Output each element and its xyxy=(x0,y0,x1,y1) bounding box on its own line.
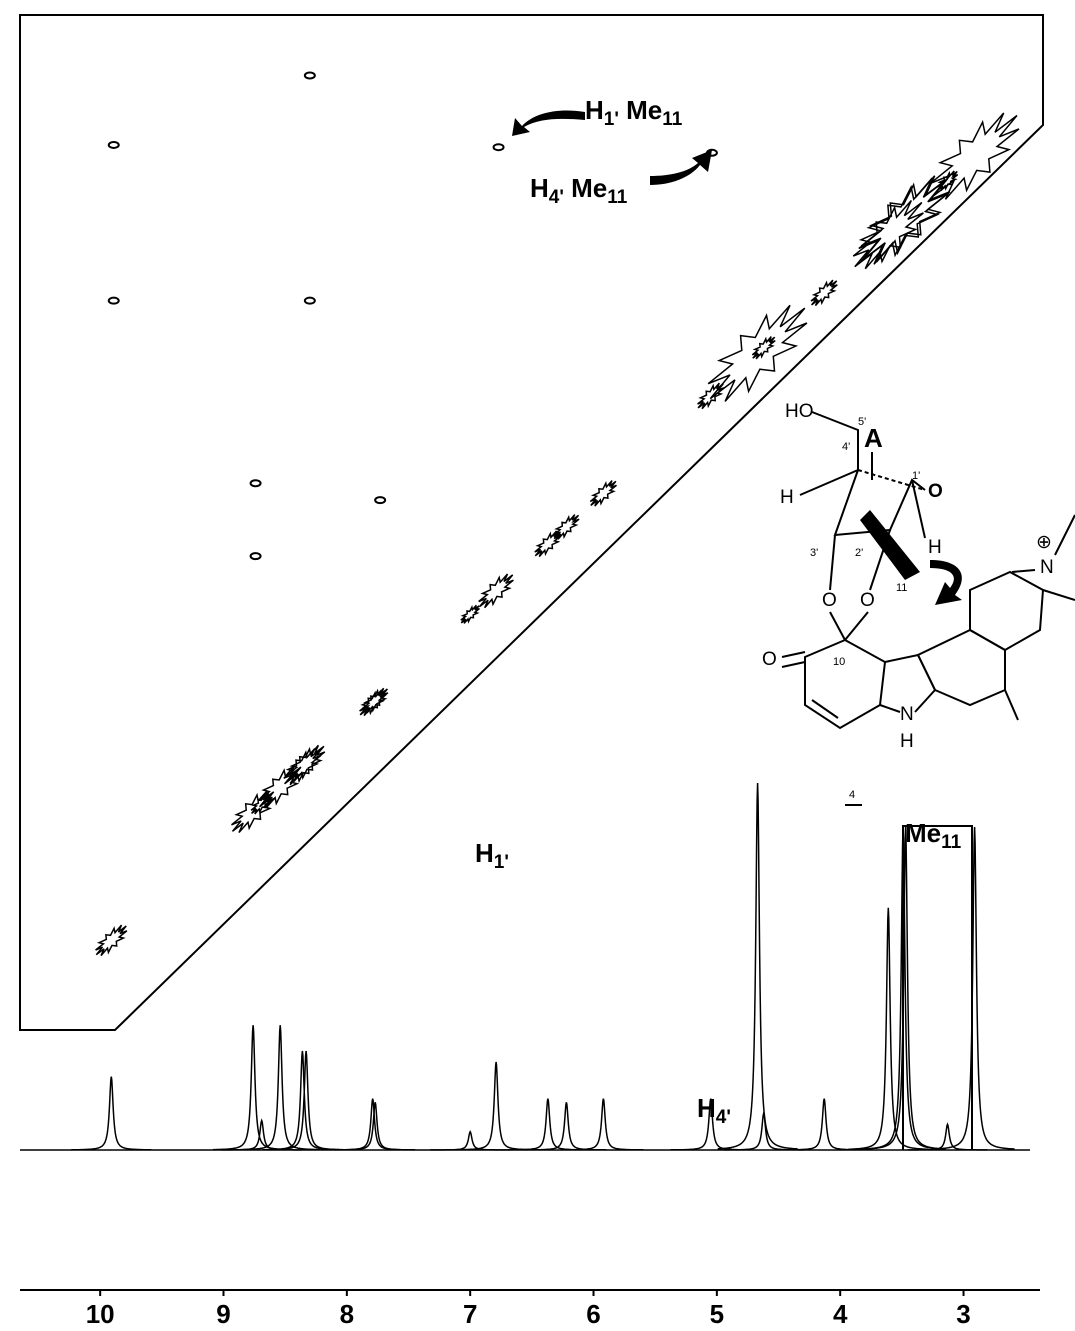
diagonal-contour xyxy=(930,113,1019,199)
figure: HO 5' 4' A O H 1' 3' 2' H ⊕ N 11 O O O 1… xyxy=(0,0,1075,1331)
subscript: 11 xyxy=(662,109,683,130)
cross-peak xyxy=(494,144,504,150)
bracket xyxy=(903,826,972,1150)
x-tick-label: 4 xyxy=(833,1299,848,1329)
x-tick-label: 9 xyxy=(216,1299,230,1329)
peak xyxy=(430,1132,510,1150)
subscript: 11 xyxy=(607,187,628,208)
subscript: 1' xyxy=(494,852,509,873)
peak xyxy=(222,1121,302,1150)
peak xyxy=(563,1099,643,1150)
annotation-text: Me xyxy=(905,818,941,848)
peak xyxy=(908,1124,988,1150)
atom: 2' xyxy=(855,547,863,559)
atom: H xyxy=(780,487,794,508)
atom: A xyxy=(864,423,883,453)
atom: HO xyxy=(785,401,814,422)
annotation-text: H xyxy=(585,95,604,125)
peak xyxy=(526,1102,606,1150)
diagonal-contour xyxy=(752,337,775,359)
structure-labels: HO 5' 4' A O H 1' 3' 2' H ⊕ N 11 O O O 1… xyxy=(762,401,1054,801)
atom: H xyxy=(900,731,914,752)
peak xyxy=(848,908,928,1150)
arrow xyxy=(512,111,585,136)
atom: 4' xyxy=(842,441,850,453)
noe-arrow xyxy=(860,510,920,580)
diagonal-contour xyxy=(461,605,480,623)
subscript: 4' xyxy=(549,187,564,208)
subscript: 4' xyxy=(716,1107,731,1128)
x-tick-label: 5 xyxy=(710,1299,724,1329)
atom: 11 xyxy=(896,582,907,594)
annotation-text: H xyxy=(530,173,549,203)
atom: 3' xyxy=(810,547,818,559)
cross-peak xyxy=(109,298,119,304)
atom: O xyxy=(928,481,943,502)
peak xyxy=(71,1077,151,1150)
peak xyxy=(784,1099,864,1150)
annotation-text: H xyxy=(697,1093,716,1123)
diagonal-contour xyxy=(859,178,948,264)
annotation: Me11 xyxy=(905,818,962,853)
atom: O xyxy=(822,590,837,611)
peak xyxy=(456,1062,536,1150)
arrow xyxy=(650,150,712,185)
annotation-text: Me xyxy=(619,95,662,125)
annotation-text: H xyxy=(475,838,494,868)
atom: O xyxy=(860,590,875,611)
atom: N xyxy=(1040,557,1054,578)
cross-peak xyxy=(305,298,315,304)
annotation: H1' xyxy=(475,838,509,873)
atom: 10 xyxy=(833,656,845,668)
cross-peak xyxy=(305,72,315,78)
diagonal-contour xyxy=(96,925,127,956)
diagonal-contour xyxy=(554,515,579,540)
peak xyxy=(718,783,798,1149)
peak xyxy=(935,827,1015,1149)
annotation: H1' Me11 xyxy=(585,95,683,130)
noe-arrow xyxy=(930,560,962,605)
compound-number: 4 xyxy=(849,789,855,801)
diagonal-contour xyxy=(861,176,950,262)
cross-peak xyxy=(251,553,261,559)
atom: O xyxy=(762,649,777,670)
peak xyxy=(508,1099,588,1150)
cross-peak xyxy=(109,142,119,148)
diagonal-contour xyxy=(811,280,837,306)
annotation: H4' xyxy=(697,1093,731,1128)
x-tick-label: 8 xyxy=(340,1299,354,1329)
subscript: 11 xyxy=(941,832,962,853)
x-tick-label: 3 xyxy=(956,1299,970,1329)
peak xyxy=(724,1113,804,1150)
diagonal-contour xyxy=(479,574,514,608)
annotation-text: Me xyxy=(564,173,607,203)
atom: H xyxy=(928,537,942,558)
noesy-frame xyxy=(20,15,1043,1030)
atom: N xyxy=(900,704,914,725)
x-tick-label: 10 xyxy=(86,1299,115,1329)
cross-peak xyxy=(251,480,261,486)
annotation: H4' Me11 xyxy=(530,173,628,208)
x-tick-label: 7 xyxy=(463,1299,477,1329)
atom: 1' xyxy=(912,470,920,482)
atom: ⊕ xyxy=(1036,532,1052,553)
x-tick-label: 6 xyxy=(586,1299,600,1329)
subscript: 1' xyxy=(604,109,619,130)
cross-peak xyxy=(375,497,385,503)
diagonal-contour xyxy=(590,481,616,507)
